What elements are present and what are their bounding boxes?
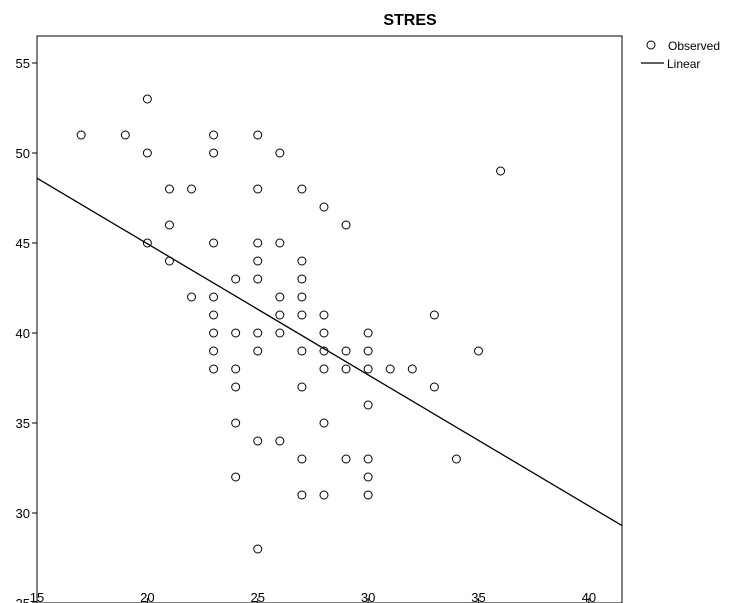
y-tick-label: 45 (16, 236, 30, 251)
observed-point (231, 328, 241, 338)
linear-fit (36, 177, 623, 527)
legend: Observed Linear (641, 39, 720, 71)
observed-point (363, 328, 373, 338)
linear-fit-line (36, 177, 623, 527)
observed-point (297, 292, 307, 302)
observed-point (231, 364, 241, 374)
observed-point (319, 310, 329, 320)
observed-point (363, 490, 373, 500)
y-tick-label: 55 (16, 56, 30, 71)
observed-point (275, 148, 285, 158)
observed-point (253, 130, 263, 140)
chart-title: STRES (383, 12, 437, 29)
observed-point (297, 274, 307, 284)
observed-point (363, 346, 373, 356)
observed-point (209, 292, 219, 302)
observed-point (164, 184, 174, 194)
observed-point (496, 166, 506, 176)
observed-point (363, 400, 373, 410)
observed-point (275, 436, 285, 446)
observed-point (297, 382, 307, 392)
x-tick-label: 25 (251, 590, 265, 603)
observed-point (253, 346, 263, 356)
y-tick-label: 40 (16, 326, 30, 341)
observed-point (142, 94, 152, 104)
observed-point (231, 382, 241, 392)
plot-frame (36, 35, 623, 603)
x-tick-label: 35 (471, 590, 485, 603)
observed-point (297, 184, 307, 194)
observed-point (341, 454, 351, 464)
observed-point (209, 364, 219, 374)
observed-points (76, 94, 506, 554)
observed-point (187, 184, 197, 194)
observed-point (297, 310, 307, 320)
observed-point (275, 310, 285, 320)
legend-observed-marker (646, 40, 656, 50)
y-axis: 25 30 35 40 45 50 55 (16, 56, 37, 603)
observed-point (363, 454, 373, 464)
x-tick-label: 30 (361, 590, 375, 603)
observed-point (341, 364, 351, 374)
observed-point (253, 256, 263, 266)
y-tick-label: 35 (16, 416, 30, 431)
observed-point (319, 418, 329, 428)
observed-point (275, 238, 285, 248)
legend-linear-label: Linear (667, 57, 700, 71)
legend-observed-label: Observed (668, 39, 720, 53)
observed-point (253, 544, 263, 554)
x-tick-label: 20 (140, 590, 154, 603)
observed-point (407, 364, 417, 374)
observed-point (474, 346, 484, 356)
observed-point (142, 148, 152, 158)
observed-point (319, 202, 329, 212)
observed-point (363, 472, 373, 482)
observed-point (76, 130, 86, 140)
observed-point (297, 490, 307, 500)
observed-point (297, 454, 307, 464)
x-axis: 15 20 25 30 35 40 (30, 590, 596, 603)
observed-point (253, 328, 263, 338)
observed-point (231, 418, 241, 428)
observed-point (297, 256, 307, 266)
observed-point (297, 346, 307, 356)
observed-point (209, 346, 219, 356)
observed-point (429, 382, 439, 392)
observed-point (363, 364, 373, 374)
y-tick-label: 30 (16, 506, 30, 521)
y-tick-label: 50 (16, 146, 30, 161)
observed-point (451, 454, 461, 464)
observed-point (429, 310, 439, 320)
observed-point (385, 364, 395, 374)
observed-point (341, 346, 351, 356)
y-tick-label: 25 (16, 596, 30, 603)
observed-point (253, 238, 263, 248)
observed-point (253, 274, 263, 284)
observed-point (319, 490, 329, 500)
observed-point (231, 274, 241, 284)
observed-point (209, 310, 219, 320)
observed-point (319, 328, 329, 338)
observed-point (142, 238, 152, 248)
observed-point (120, 130, 130, 140)
observed-point (341, 220, 351, 230)
observed-point (209, 328, 219, 338)
observed-point (164, 220, 174, 230)
observed-point (209, 238, 219, 248)
observed-point (275, 328, 285, 338)
observed-point (253, 184, 263, 194)
observed-point (209, 130, 219, 140)
observed-point (319, 364, 329, 374)
observed-point (209, 148, 219, 158)
observed-point (275, 292, 285, 302)
x-tick-label: 15 (30, 590, 44, 603)
observed-point (231, 472, 241, 482)
observed-point (253, 436, 263, 446)
observed-point (187, 292, 197, 302)
x-tick-label: 40 (582, 590, 596, 603)
